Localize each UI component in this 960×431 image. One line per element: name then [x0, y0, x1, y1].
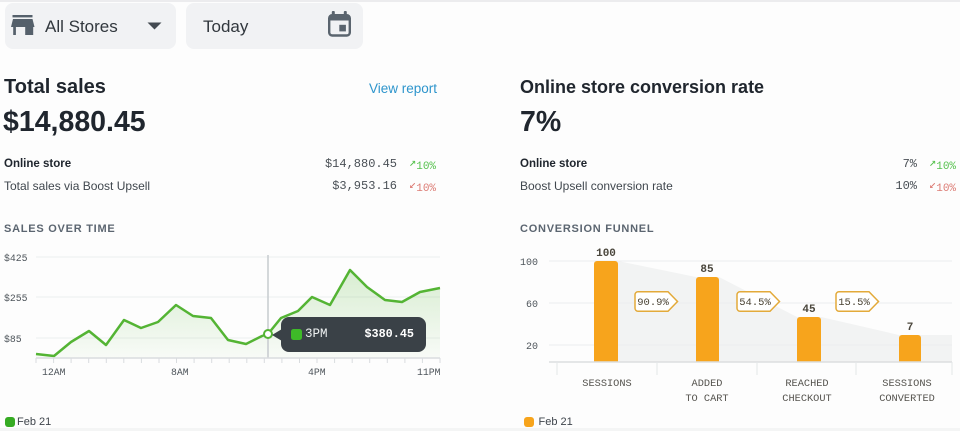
svg-text:$255: $255	[4, 293, 28, 304]
svg-text:8AM: 8AM	[171, 367, 189, 378]
svg-text:100: 100	[596, 248, 616, 260]
svg-text:7: 7	[907, 322, 914, 334]
svg-text:CHECKOUT: CHECKOUT	[782, 393, 831, 405]
svg-text:12AM: 12AM	[42, 367, 66, 378]
svg-text:60: 60	[526, 300, 538, 311]
svg-text:ADDED: ADDED	[692, 378, 723, 390]
svg-text:45: 45	[802, 304, 816, 316]
svg-text:11PM: 11PM	[417, 367, 441, 378]
svg-text:$85: $85	[4, 334, 22, 345]
svg-text:$425: $425	[4, 253, 28, 264]
svg-text:15.5%: 15.5%	[838, 297, 870, 309]
svg-text:85: 85	[700, 264, 714, 276]
svg-text:100: 100	[520, 258, 538, 269]
svg-text:CONVERTED: CONVERTED	[879, 393, 935, 405]
svg-text:4PM: 4PM	[308, 367, 326, 378]
svg-text:90.9%: 90.9%	[637, 297, 669, 309]
svg-text:54.5%: 54.5%	[739, 297, 771, 309]
svg-text:20: 20	[526, 342, 538, 353]
svg-text:REACHED: REACHED	[785, 378, 828, 390]
svg-text:SESSIONS: SESSIONS	[882, 378, 931, 390]
svg-text:TO CART: TO CART	[685, 393, 728, 405]
svg-text:SESSIONS: SESSIONS	[582, 378, 631, 390]
